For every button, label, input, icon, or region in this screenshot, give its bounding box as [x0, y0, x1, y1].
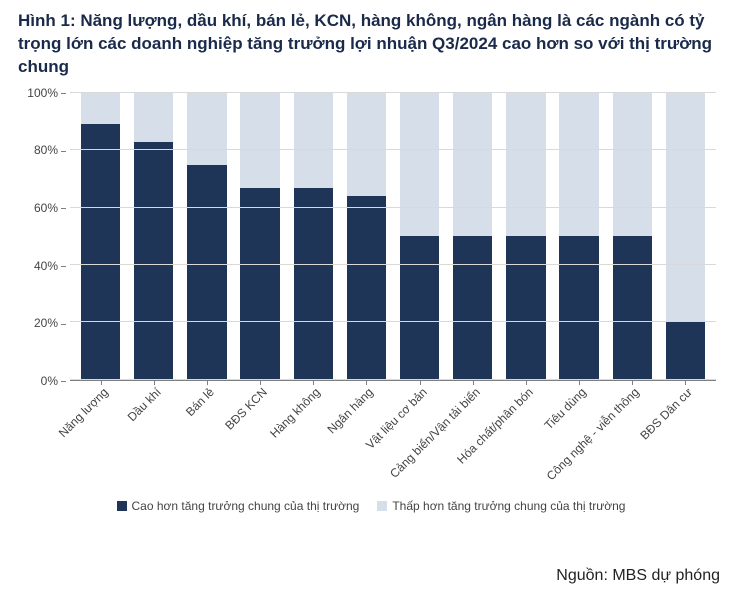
bar-slot [180, 93, 233, 380]
x-axis-label: Bán lẻ [183, 385, 217, 419]
y-tick-label: 40% [18, 259, 66, 273]
bar-slot [287, 93, 340, 380]
stacked-bar [453, 93, 492, 380]
bar-slot [340, 93, 393, 380]
stacked-bar [134, 93, 173, 380]
x-label-slot: Dầu khí [127, 381, 180, 497]
bar-slot [393, 93, 446, 380]
x-axis-label: Dầu khí [125, 385, 164, 424]
legend-swatch [377, 501, 387, 511]
stacked-bar [81, 93, 120, 380]
x-label-slot: Hóa chất/phân bón [499, 381, 552, 497]
legend-label: Thấp hơn tăng trưởng chung của thị trườn… [392, 499, 625, 513]
bar-segment [453, 236, 492, 380]
legend-swatch [117, 501, 127, 511]
x-tick [685, 380, 686, 385]
source-label: Nguồn: MBS dự phóng [556, 567, 720, 585]
bar-slot [234, 93, 287, 380]
legend-item: Thấp hơn tăng trưởng chung của thị trườn… [377, 499, 625, 513]
bar-segment [559, 236, 598, 380]
x-label-slot: Hàng không [287, 381, 340, 497]
stacked-bar [559, 93, 598, 380]
x-label-slot: Năng lượng [74, 381, 127, 497]
bars-group [70, 93, 716, 380]
stacked-bar [294, 93, 333, 380]
x-tick [366, 380, 367, 385]
bar-segment [400, 236, 439, 380]
gridline [70, 379, 716, 380]
bar-segment [400, 93, 439, 237]
bar-segment [81, 93, 120, 125]
bar-segment [506, 236, 545, 380]
bar-slot [74, 93, 127, 380]
bar-segment [613, 93, 652, 237]
bar-slot [127, 93, 180, 380]
x-label-slot: Bán lẻ [180, 381, 233, 497]
legend-label: Cao hơn tăng trưởng chung của thị trường [132, 499, 360, 513]
chart-container: Năng lượngDầu khíBán lẻBĐS KCNHàng không… [18, 87, 724, 497]
bar-segment [613, 236, 652, 380]
bar-slot [446, 93, 499, 380]
bar-segment [347, 93, 386, 196]
x-tick [579, 380, 580, 385]
gridline [70, 149, 716, 150]
bar-segment [187, 93, 226, 165]
stacked-bar [240, 93, 279, 380]
stacked-bar [666, 93, 705, 380]
chart-title: Hình 1: Năng lượng, dầu khí, bán lẻ, KCN… [18, 10, 724, 79]
bar-segment [666, 322, 705, 379]
stacked-bar [347, 93, 386, 380]
x-label-slot: BĐS Dân cư [659, 381, 712, 497]
bar-segment [134, 142, 173, 380]
x-tick [632, 380, 633, 385]
legend-item: Cao hơn tăng trưởng chung của thị trường [117, 499, 360, 513]
x-axis-labels: Năng lượngDầu khíBán lẻBĐS KCNHàng không… [70, 381, 716, 497]
bar-segment [187, 165, 226, 380]
bar-slot [553, 93, 606, 380]
stacked-bar [506, 93, 545, 380]
gridline [70, 92, 716, 93]
bar-segment [559, 93, 598, 237]
x-tick [313, 380, 314, 385]
x-axis-label: Năng lượng [55, 385, 110, 440]
y-tick-label: 20% [18, 316, 66, 330]
legend: Cao hơn tăng trưởng chung của thị trường… [18, 499, 724, 513]
bar-segment [506, 93, 545, 237]
bar-slot [499, 93, 552, 380]
gridline [70, 264, 716, 265]
gridline [70, 207, 716, 208]
bar-segment [240, 188, 279, 380]
x-tick [526, 380, 527, 385]
bar-segment [347, 196, 386, 380]
bar-slot [606, 93, 659, 380]
stacked-bar [187, 93, 226, 380]
x-tick [207, 380, 208, 385]
bar-segment [134, 93, 173, 142]
gridline [70, 321, 716, 322]
y-tick-label: 100% [18, 86, 66, 100]
bar-slot [659, 93, 712, 380]
plot-area [70, 93, 716, 381]
bar-segment [81, 124, 120, 379]
bar-segment [240, 93, 279, 188]
y-tick-label: 80% [18, 143, 66, 157]
y-tick-label: 60% [18, 201, 66, 215]
bar-segment [453, 93, 492, 237]
bar-segment [294, 93, 333, 188]
bar-segment [294, 188, 333, 380]
y-tick-label: 0% [18, 374, 66, 388]
stacked-bar [613, 93, 652, 380]
bar-segment [666, 93, 705, 323]
stacked-bar [400, 93, 439, 380]
x-tick [260, 380, 261, 385]
